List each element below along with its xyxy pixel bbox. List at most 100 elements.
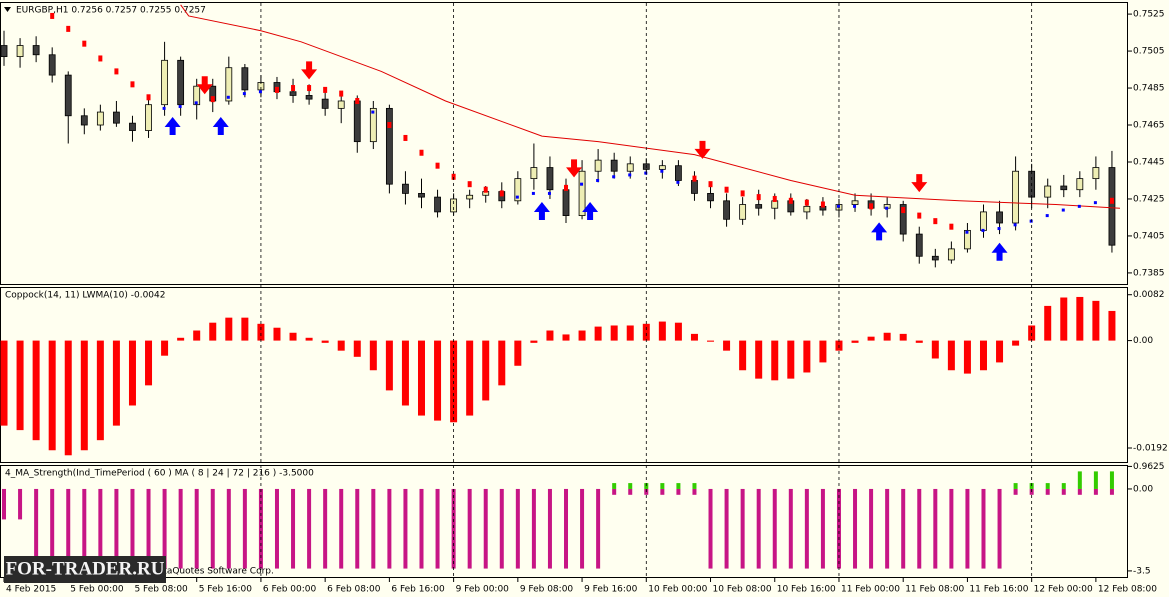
candle-body (32, 45, 40, 56)
signal-dot (242, 92, 246, 96)
strength-bar (901, 488, 906, 569)
x-tick-label: 6 Feb 00:00 (263, 585, 317, 595)
buy-arrow (871, 222, 888, 241)
signal-dot (740, 190, 745, 197)
signal-dot (788, 197, 793, 204)
strength-bar (965, 488, 970, 569)
signal-dot (547, 191, 551, 195)
candle-body (675, 165, 682, 181)
strength-bar (660, 488, 665, 495)
candle-body (289, 91, 297, 96)
coppock-bar (771, 340, 779, 381)
coppock-bar (755, 340, 763, 379)
coppock-bar (578, 330, 586, 341)
strength-bar (692, 483, 697, 489)
x-tick-label: 9 Feb 08:00 (520, 585, 574, 595)
y-tick-label: 0.7525 (1133, 10, 1165, 20)
strength-bar (34, 488, 39, 569)
candle-body (1012, 170, 1020, 224)
coppock-bar (979, 340, 987, 371)
candle-body (546, 167, 554, 191)
candle-body (803, 205, 811, 213)
y-tick-label: 0.9625 (1133, 462, 1165, 472)
signal-dot (291, 85, 296, 92)
coppock-bar (128, 340, 136, 406)
coppock-bar (739, 340, 747, 371)
candle-body (980, 211, 987, 231)
coppock-bar (401, 340, 409, 406)
strength-bar (644, 483, 649, 489)
coppock-bar (48, 340, 56, 451)
candle-body (691, 180, 698, 194)
coppock-bar (867, 336, 875, 341)
signal-dot (772, 195, 777, 202)
strength-bar (178, 488, 183, 569)
coppock-bar (482, 340, 490, 401)
signal-dot (917, 212, 922, 219)
strength-bar (628, 483, 633, 489)
coppock-bar (1092, 300, 1100, 341)
strength-bar (18, 488, 23, 520)
candle-body (321, 98, 329, 109)
signal-dot (1061, 208, 1065, 212)
signal-dot (467, 181, 472, 188)
strength-bar (387, 488, 392, 569)
brand-badge (4, 556, 166, 583)
signal-dot (258, 90, 262, 94)
strength-bar (435, 488, 440, 569)
y-tick-label: 0.00 (1133, 336, 1153, 346)
y-tick-label: 0.7505 (1133, 47, 1165, 57)
coppock-bar (16, 340, 24, 431)
signal-dot (965, 230, 969, 234)
coppock-bar (337, 340, 345, 351)
strength-bar (772, 488, 777, 569)
signal-dot (274, 86, 279, 93)
candle-body (418, 193, 425, 198)
candle-body (707, 193, 714, 202)
coppock-bar (434, 340, 442, 421)
strength-bar (1045, 488, 1050, 495)
signal-dot (564, 184, 569, 191)
coppock-bar (80, 340, 88, 451)
strength-bar (50, 488, 55, 569)
signal-dot (178, 105, 182, 109)
strength-bar (660, 483, 665, 489)
candle-body (1108, 167, 1116, 246)
strength-bar (1093, 488, 1098, 495)
y-tick-label: 0.7405 (1133, 231, 1165, 241)
panels: EURGBP,H1 0.7256 0.7257 0.7255 0.7257 0.7… (0, 3, 1168, 595)
signal-dot (531, 191, 535, 195)
strength-bar (676, 483, 681, 489)
signal-dot (644, 171, 648, 175)
buy-arrow (533, 202, 550, 221)
strength-bar (949, 488, 954, 569)
strength-bar (1061, 488, 1066, 495)
strength-bar (612, 483, 617, 489)
panel-menu-icon[interactable] (4, 7, 11, 12)
strength-panel-frame (0, 465, 1128, 578)
signal-dot (901, 207, 906, 214)
coppock-bar (658, 321, 666, 341)
signal-dot (483, 186, 488, 193)
strength-bar (82, 488, 87, 569)
signal-dot (323, 86, 328, 93)
signal-dot (1093, 201, 1097, 205)
signal-dot (419, 149, 424, 156)
coppock-bar (209, 322, 217, 341)
signal-dot (307, 85, 312, 92)
strength-bar (339, 488, 344, 569)
strength-bar (692, 488, 697, 495)
candle-body (530, 167, 538, 180)
coppock-bar (1060, 297, 1068, 341)
strength-bar (130, 488, 135, 569)
coppock-bar (193, 330, 201, 341)
candle-body (145, 104, 152, 131)
coppock-bar (707, 340, 715, 342)
candle-body (739, 204, 747, 220)
coppock-bar (915, 340, 923, 343)
strength-bar (274, 488, 279, 569)
strength-bar (114, 488, 119, 569)
signal-dot (724, 186, 729, 193)
signal-dot (499, 190, 504, 197)
candle-body (610, 159, 618, 172)
